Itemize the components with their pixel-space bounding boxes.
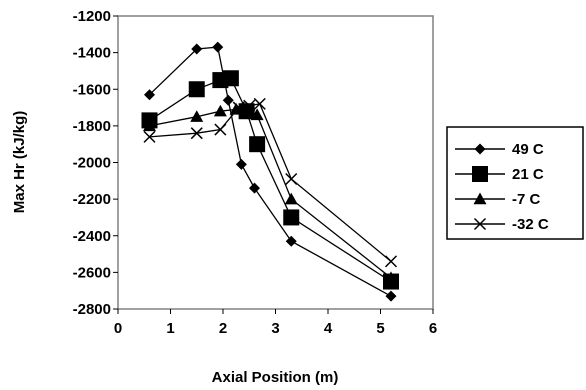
data-point-49-c <box>235 158 247 170</box>
legend-label-7-c: -7 C <box>512 191 541 208</box>
x-tick-label: 0 <box>114 320 122 337</box>
y-axis-title: Max Hr (kJ/kg) <box>11 111 28 214</box>
data-point-32-c <box>253 97 266 110</box>
data-point-21-c <box>283 209 300 226</box>
x-tick-label: 3 <box>271 320 279 337</box>
data-point-32-c <box>143 130 156 143</box>
data-point-7-c <box>284 192 298 205</box>
data-point-7-c <box>250 108 264 121</box>
legend-marker-49-c <box>474 143 486 155</box>
data-point-49-c <box>191 43 203 55</box>
data-point-7-c <box>143 119 156 132</box>
y-tick-label: -2000 <box>73 155 111 172</box>
data-point-49-c <box>249 182 260 194</box>
legend-label-49-c: 49 C <box>512 141 544 158</box>
y-tick-label: -2400 <box>73 228 111 245</box>
y-tick-label: -1200 <box>73 8 111 25</box>
data-point-7-c <box>190 110 204 122</box>
legend-label-21-c: 21 C <box>512 166 544 183</box>
data-point-32-c <box>243 99 256 112</box>
x-tick-label: 1 <box>166 320 174 337</box>
data-point-32-c <box>384 255 398 268</box>
y-tick-label: -1800 <box>73 118 111 135</box>
data-point-7-c <box>213 104 227 117</box>
x-axis-title: Axial Position (m) <box>212 369 339 386</box>
y-tick-label: -2200 <box>73 191 111 208</box>
data-point-49-c <box>222 94 234 106</box>
data-point-7-c <box>229 102 243 115</box>
data-point-49-c <box>285 235 297 247</box>
x-tick-label: 6 <box>429 320 437 337</box>
data-point-49-c <box>212 41 224 53</box>
y-tick-label: -1400 <box>73 45 111 62</box>
y-tick-label: -1600 <box>73 81 111 98</box>
data-point-7-c <box>384 271 398 284</box>
data-point-21-c <box>222 70 239 87</box>
data-point-32-c <box>285 172 298 186</box>
y-axis: -1200 -1400 -1600 -1800 -2000 -2200 -2400 -2600… <box>73 8 118 318</box>
data-point-49-c <box>144 89 155 101</box>
series-group <box>141 41 399 302</box>
legend-marker-7-c <box>473 192 487 205</box>
data-point-32-c <box>232 101 245 114</box>
legend-box <box>446 126 584 240</box>
data-point-32-c <box>214 123 227 136</box>
legend-label-32-c: -32 C <box>512 216 549 233</box>
x-tick-label: 5 <box>376 320 384 337</box>
x-axis: 0 1 2 3 4 5 6 <box>114 309 437 337</box>
series-line-32-c <box>149 103 392 262</box>
plot-area <box>117 15 434 310</box>
legend: 49 C 21 C -7 C -32 C <box>455 141 549 233</box>
x-tick-label: 2 <box>219 320 227 337</box>
y-tick-label: -2600 <box>73 264 111 281</box>
y-tick-label: -2800 <box>73 301 111 318</box>
legend-marker-32-c <box>473 217 487 231</box>
x-tick-label: 4 <box>324 320 333 337</box>
data-point-49-c <box>385 290 397 302</box>
data-point-32-c <box>190 127 203 140</box>
data-point-21-c <box>249 136 266 153</box>
data-point-21-c <box>188 81 205 98</box>
legend-marker-21-c <box>472 166 488 182</box>
